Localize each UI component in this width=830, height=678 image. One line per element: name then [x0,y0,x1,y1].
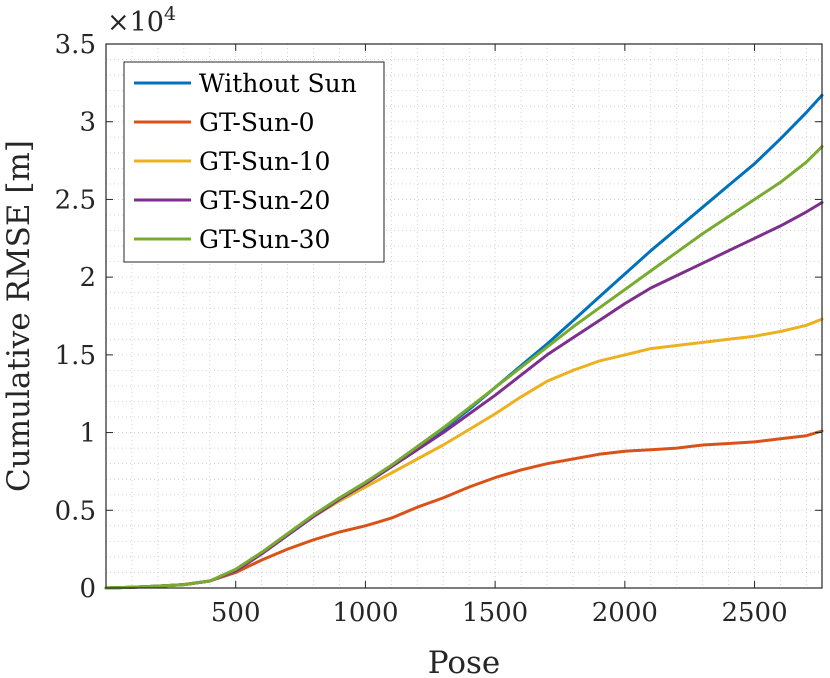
legend-label-gt-sun-30: GT-Sun-30 [199,225,330,254]
series-line-gt-sun-30 [104,145,824,590]
axes-box [105,43,823,589]
y-multiplier: ×104 [107,3,176,38]
y-tick-label: 2.5 [55,185,96,215]
x-tick-label: 2500 [721,598,787,628]
legend: Without Sun GT-Sun-0 GT-Sun-10 GT-Sun-20 GT-… [123,61,385,263]
x-tick-label: 1000 [332,598,398,628]
y-tick-label: 0.5 [55,496,96,526]
y-axis-title: Cumulative RMSE [m] [1,140,37,492]
series-layer [104,93,824,590]
legend-label-gt-sun-10: GT-Sun-10 [199,147,330,176]
x-tick-label: 500 [211,598,261,628]
y-tick-label: 3 [79,108,96,138]
y-tick-label: 3.5 [55,30,96,60]
x-tick-label: 1500 [462,598,528,628]
y-tick-label: 1.5 [55,341,96,371]
legend-label-gt-sun-20: GT-Sun-20 [199,186,330,215]
y-tick-label: 2 [79,263,96,293]
minor-grid [106,44,822,588]
legend-label-gt-sun-0: GT-Sun-0 [199,108,315,137]
legend-label-without-sun: Without Sun [199,69,357,98]
y-tick-label: 0 [79,574,96,604]
axis-ticks: 500 1000 1500 2000 2500 0 0.5 1 1.5 2 2.5 3 3.5 [55,30,822,628]
x-axis-title: Pose [428,645,501,678]
y-tick-label: 1 [79,419,96,449]
x-tick-label: 2000 [592,598,658,628]
